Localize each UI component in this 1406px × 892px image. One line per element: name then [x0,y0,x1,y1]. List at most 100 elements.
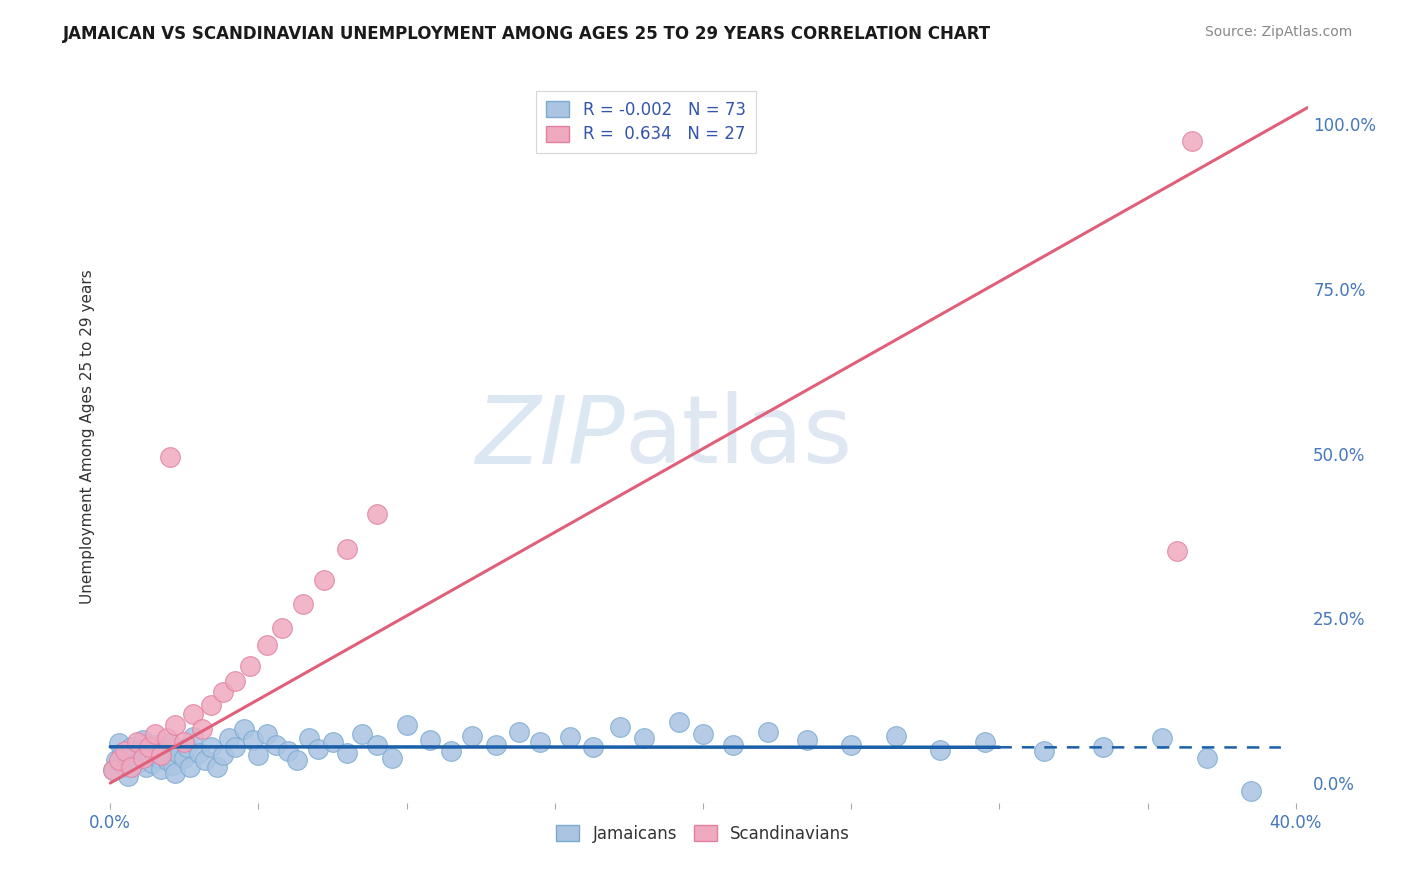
Point [312,573,335,587]
Point [125,735,148,749]
Point [108,753,131,767]
Point [122,749,145,764]
Point [176,739,198,754]
Point [1166,544,1188,558]
Point [232,722,254,736]
Point [218,731,240,746]
Point [271,621,294,635]
Point [352,726,374,740]
Point [609,720,631,734]
Legend: Jamaicans, Scandinavians: Jamaicans, Scandinavians [550,818,856,849]
Text: ZIP: ZIP [475,392,624,483]
Text: JAMAICAN VS SCANDINAVIAN UNEMPLOYMENT AMONG AGES 25 TO 29 YEARS CORRELATION CHAR: JAMAICAN VS SCANDINAVIAN UNEMPLOYMENT AM… [63,25,991,43]
Point [149,762,172,776]
Point [264,738,287,752]
Point [1032,744,1054,758]
Point [200,739,222,754]
Point [200,698,222,713]
Point [188,747,211,761]
Point [440,744,463,758]
Point [973,735,995,749]
Point [529,735,551,749]
Point [114,744,136,758]
Point [1195,751,1218,765]
Point [159,737,181,751]
Point [291,597,314,611]
Point [141,756,163,771]
Point [155,753,177,767]
Point [692,726,714,740]
Point [461,729,484,743]
Y-axis label: Unemployment Among Ages 25 to 29 years: Unemployment Among Ages 25 to 29 years [80,269,94,605]
Point [179,759,201,773]
Point [366,738,388,752]
Point [167,747,190,761]
Point [138,748,160,763]
Point [173,735,195,749]
Point [1152,731,1174,746]
Point [668,715,690,730]
Point [508,724,530,739]
Point [135,759,157,773]
Point [143,726,166,740]
Point [285,753,308,767]
Point [212,748,235,763]
Point [155,731,177,746]
Point [484,738,506,752]
Point [132,733,155,747]
Point [149,748,172,763]
Point [162,757,184,772]
Point [1181,134,1204,148]
Point [173,751,195,765]
Point [1240,784,1263,798]
Point [224,739,246,754]
Point [105,753,128,767]
Point [558,730,581,744]
Point [120,739,142,754]
Point [242,733,264,747]
Point [138,739,160,754]
Point [103,763,125,777]
Point [796,733,818,747]
Point [582,739,605,754]
Point [307,741,329,756]
Point [108,737,131,751]
Point [1092,739,1115,754]
Point [191,722,214,736]
Point [103,763,125,777]
Point [839,738,862,752]
Point [633,731,655,746]
Point [212,685,235,699]
Text: atlas: atlas [624,391,852,483]
Point [181,706,204,721]
Point [336,747,359,761]
Point [205,759,228,773]
Point [366,507,388,521]
Text: Source: ZipAtlas.com: Source: ZipAtlas.com [1205,25,1353,39]
Point [256,726,278,740]
Point [336,542,359,557]
Point [419,733,441,747]
Point [256,638,278,652]
Point [298,731,321,746]
Point [120,759,142,773]
Point [181,730,204,744]
Point [146,751,169,765]
Point [117,769,139,783]
Point [165,718,187,732]
Point [132,751,155,765]
Point [239,658,262,673]
Point [125,756,148,771]
Point [129,743,152,757]
Point [721,738,744,752]
Point [152,744,174,758]
Point [381,751,404,765]
Point [194,753,217,767]
Point [884,729,907,743]
Point [756,724,779,739]
Point [159,450,181,464]
Point [929,743,952,757]
Point [165,766,187,780]
Point [224,673,246,688]
Point [247,748,270,763]
